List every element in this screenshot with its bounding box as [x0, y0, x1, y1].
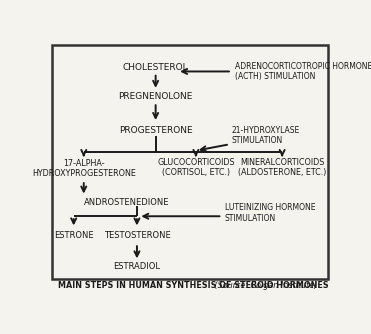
Text: 17-ALPHA-
HYDROXYPROGESTERONE: 17-ALPHA- HYDROXYPROGESTERONE: [32, 159, 136, 178]
FancyBboxPatch shape: [52, 45, 328, 279]
Text: MINERALCORTICOIDS
(ALDOSTERONE, ETC.): MINERALCORTICOIDS (ALDOSTERONE, ETC.): [238, 158, 326, 177]
Text: PREGNENOLONE: PREGNENOLONE: [118, 92, 193, 101]
Text: LUTEINIZING HORMONE
STIMULATION: LUTEINIZING HORMONE STIMULATION: [225, 203, 315, 222]
Text: (Source: Colgan Institute): (Source: Colgan Institute): [212, 281, 317, 290]
Text: ESTRADIOL: ESTRADIOL: [114, 263, 160, 272]
Text: TESTOSTERONE: TESTOSTERONE: [104, 231, 170, 240]
Text: CHOLESTEROL: CHOLESTEROL: [123, 62, 188, 71]
Text: 21-HYDROXYLASE
STIMULATION: 21-HYDROXYLASE STIMULATION: [232, 126, 300, 145]
Text: MAIN STEPS IN HUMAN SYNTHESIS OF STEROID HORMONES: MAIN STEPS IN HUMAN SYNTHESIS OF STEROID…: [58, 281, 328, 290]
Text: ANDROSTENEDIONE: ANDROSTENEDIONE: [84, 198, 169, 207]
Text: PROGESTERONE: PROGESTERONE: [119, 126, 193, 135]
Text: GLUCOCORTICOIDS
(CORTISOL, ETC.): GLUCOCORTICOIDS (CORTISOL, ETC.): [157, 158, 235, 177]
Text: ADRENOCORTICOTROPIC HORMONE
(ACTH) STIMULATION: ADRENOCORTICOTROPIC HORMONE (ACTH) STIMU…: [235, 62, 371, 81]
Text: ESTRONE: ESTRONE: [54, 231, 93, 240]
